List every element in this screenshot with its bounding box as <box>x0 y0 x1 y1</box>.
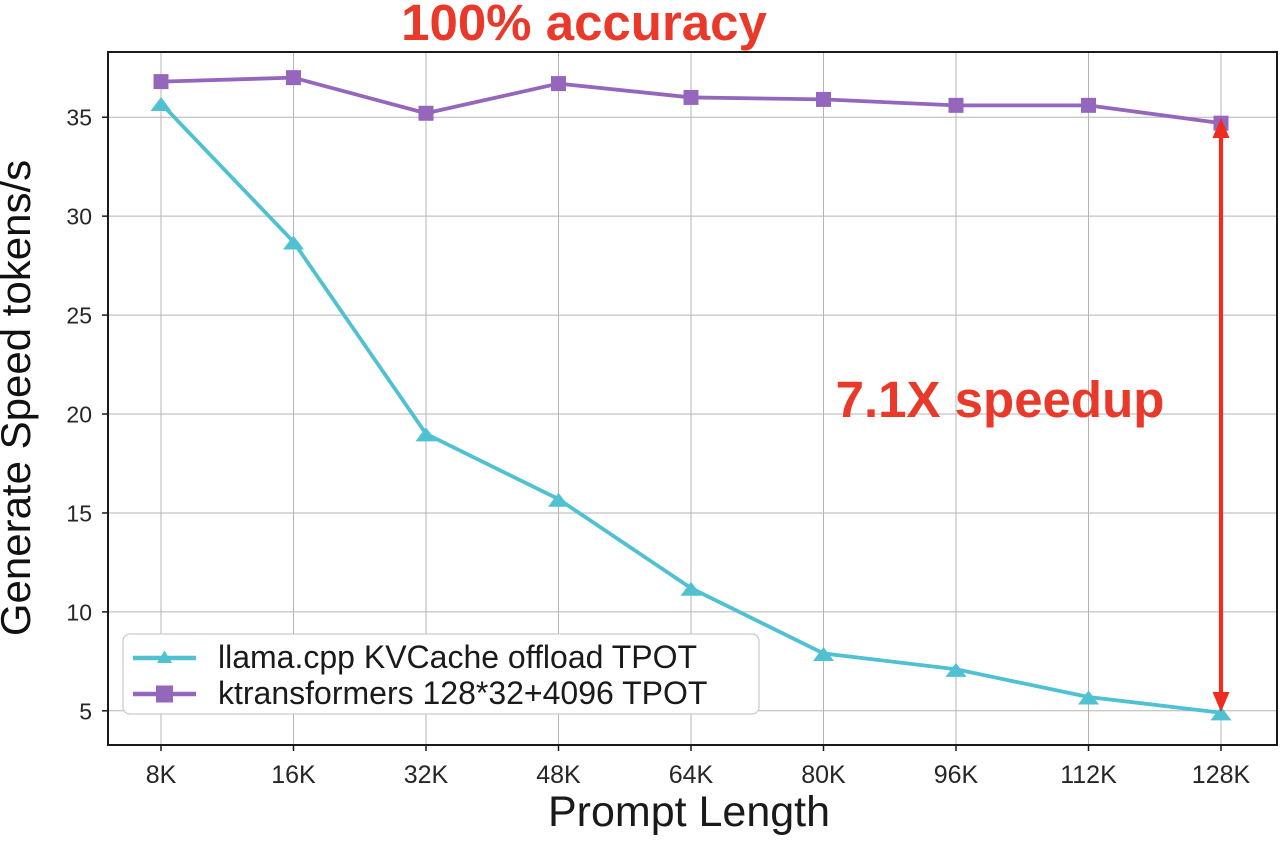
svg-text:10: 10 <box>66 599 92 625</box>
svg-text:16K: 16K <box>271 761 316 789</box>
svg-text:96K: 96K <box>934 761 979 789</box>
svg-text:25: 25 <box>66 303 92 329</box>
svg-text:128K: 128K <box>1192 761 1251 789</box>
svg-text:80K: 80K <box>801 761 846 789</box>
svg-text:32K: 32K <box>404 761 449 789</box>
svg-text:20: 20 <box>66 402 92 428</box>
svg-text:ktransformers 128*32+4096 TPOT: ktransformers 128*32+4096 TPOT <box>218 675 707 711</box>
svg-text:64K: 64K <box>669 761 714 789</box>
svg-text:Prompt Length: Prompt Length <box>548 788 830 836</box>
svg-text:112K: 112K <box>1060 761 1117 789</box>
svg-text:Generate Speed tokens/s: Generate Speed tokens/s <box>0 160 39 636</box>
svg-text:8K: 8K <box>146 761 177 789</box>
svg-text:35: 35 <box>66 105 92 131</box>
svg-text:15: 15 <box>66 500 92 526</box>
svg-text:llama.cpp KVCache offload TPOT: llama.cpp KVCache offload TPOT <box>218 639 697 675</box>
svg-text:7.1X speedup: 7.1X speedup <box>836 371 1165 428</box>
svg-text:5: 5 <box>79 698 92 724</box>
svg-text:48K: 48K <box>536 761 581 789</box>
svg-text:30: 30 <box>66 204 92 230</box>
svg-text:100% accuracy: 100% accuracy <box>401 0 767 51</box>
